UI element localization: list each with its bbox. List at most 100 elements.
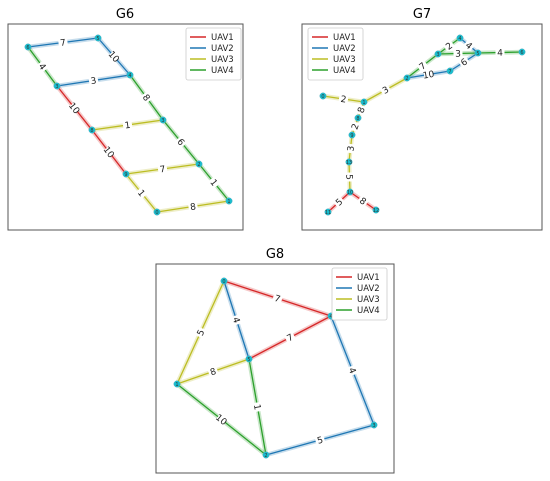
g7-edge-label-bg-4 xyxy=(457,55,471,69)
g6-node-label-8: 8 xyxy=(90,128,93,134)
g7-node-4 xyxy=(456,34,464,42)
g7-node-5 xyxy=(474,49,482,57)
g8-edge-label-1: 4 xyxy=(230,316,241,325)
g6-node-3 xyxy=(159,116,167,124)
g7-node-label-8: 8 xyxy=(356,116,359,122)
g6-node-label-1: 1 xyxy=(227,199,230,205)
g6-edge-label-bg-5 xyxy=(67,101,82,115)
g6-node-label-6: 6 xyxy=(26,45,29,51)
g7-node-9 xyxy=(348,131,356,139)
g7-node-label-9: 9 xyxy=(350,133,353,139)
g7-edge-label-10: 2 xyxy=(350,123,361,132)
g7-legend-label-uav1: UAV1 xyxy=(333,33,356,43)
g6-edge-label-bg-1 xyxy=(107,49,121,64)
g8-legend-label-uav2: UAV2 xyxy=(357,284,380,294)
g6-edge-label-10: 1 xyxy=(207,178,218,189)
g7-node-label-1: 1 xyxy=(362,100,365,106)
g8-edge-label-bg-4 xyxy=(346,364,359,377)
g7-legend-label-uav2: UAV2 xyxy=(333,44,356,54)
g8-edge-label-bg-2 xyxy=(194,326,207,339)
g6-node-0 xyxy=(153,208,161,216)
g6-node-6 xyxy=(24,43,32,51)
g7-node-10 xyxy=(346,188,354,196)
g8-edge-label-bg-8 xyxy=(314,433,326,447)
g6-node-8 xyxy=(88,126,96,134)
g7-edge-label-14: 8 xyxy=(357,196,368,208)
g8-edges: 7 4 5 7 4 8 1 1 0 5 xyxy=(174,278,377,458)
g7-node-7 xyxy=(446,67,454,75)
g8-edge-label-bg-7 xyxy=(214,412,229,427)
g6-edge-label-0: 7 xyxy=(60,38,67,49)
g6-node-label-9: 9 xyxy=(124,172,127,178)
g6-node-4 xyxy=(126,71,134,79)
g7-edge-label-7: 3 xyxy=(455,50,461,60)
g7-legend-box xyxy=(307,27,364,81)
g7-node-2 xyxy=(403,74,411,82)
g8-node-label-1: 1 xyxy=(175,382,178,388)
g7-edge-label-bg-1 xyxy=(379,83,392,97)
g6-edge-label-4: 8 xyxy=(140,93,152,104)
g7-edge-label-bg-5 xyxy=(442,39,456,53)
g7-edge-label-13: 5 xyxy=(334,197,345,208)
g6-node-2 xyxy=(195,160,203,168)
g8-node-3 xyxy=(370,421,378,429)
g6-edge-label-bg-12 xyxy=(187,200,199,213)
g6-node-1 xyxy=(225,197,233,205)
g7-edge-label-1: 3 xyxy=(381,85,391,97)
g7-edge-label-bg-3 xyxy=(423,68,434,81)
g6-node-label-3: 3 xyxy=(161,118,164,124)
g8-node-label-3: 3 xyxy=(372,423,375,429)
g8-edge-label-bg-0 xyxy=(271,292,284,305)
g8-nodes: 0 4 5 1 3 2 xyxy=(173,277,378,459)
g7-node-3 xyxy=(434,50,442,58)
g7-node-label-4: 4 xyxy=(458,36,461,42)
g8-node-0 xyxy=(220,277,228,285)
g8-node-2 xyxy=(262,451,270,459)
g6-edge-label-6: 1 xyxy=(124,121,131,132)
g8-legend-label-uav3: UAV3 xyxy=(357,295,380,305)
g8-edge-label-bg-3 xyxy=(283,330,297,345)
g6-legend-label-uav3: UAV3 xyxy=(211,55,234,65)
g7-edge-label-bg-9 xyxy=(354,104,368,116)
g7-title: G7 xyxy=(413,7,431,22)
g6-edge-label-bg-11 xyxy=(134,186,149,200)
g6-edge-label-bg-7 xyxy=(174,135,188,149)
g6-edge-label-11: 1 xyxy=(135,188,146,199)
g6-edge-label-9: 7 xyxy=(159,165,166,176)
g6-node-5 xyxy=(94,34,102,42)
g7-node-label-2: 2 xyxy=(405,76,408,82)
g6-edge-label-bg-9 xyxy=(157,163,168,175)
g7-node-label-12: 12 xyxy=(373,208,379,214)
g8-node-1 xyxy=(173,380,181,388)
g8-node-label-0: 0 xyxy=(222,279,225,285)
g7-node-label-7: 7 xyxy=(448,69,451,75)
g7-node-0 xyxy=(319,92,327,100)
g7-node-13 xyxy=(345,158,353,166)
g6-legend-box xyxy=(185,27,242,81)
g7-legend-label-uav3: UAV3 xyxy=(333,55,356,65)
g6-edge-label-7: 6 xyxy=(174,137,186,148)
g7-edge-label-bg-8 xyxy=(495,47,505,58)
g7-node-label-5: 5 xyxy=(476,51,479,57)
g8-node-label-4: 4 xyxy=(329,314,332,320)
g6-node-label-0: 0 xyxy=(155,210,158,216)
g7-node-12 xyxy=(372,206,380,214)
g7-node-1 xyxy=(360,98,368,106)
g8-edge-label-4: 4 xyxy=(346,366,358,375)
g7-edge-label-11: 3 xyxy=(346,145,357,152)
g6-node-label-3: 3 xyxy=(55,84,58,90)
g8-node-label-5: 5 xyxy=(247,357,250,363)
g7-node-label-3: 3 xyxy=(436,52,439,58)
g7-node-11 xyxy=(324,208,332,216)
g7-edge-label-6: 4 xyxy=(463,41,474,53)
g7-edge-label-bg-12 xyxy=(344,172,355,182)
g7-edge-label-bg-11 xyxy=(345,143,356,154)
g8-node-5 xyxy=(245,355,253,363)
g8-edge-label-bg-5 xyxy=(207,365,219,378)
g8-edge-label-8: 5 xyxy=(316,436,324,447)
g6-legend-label-uav4: UAV4 xyxy=(211,66,234,76)
